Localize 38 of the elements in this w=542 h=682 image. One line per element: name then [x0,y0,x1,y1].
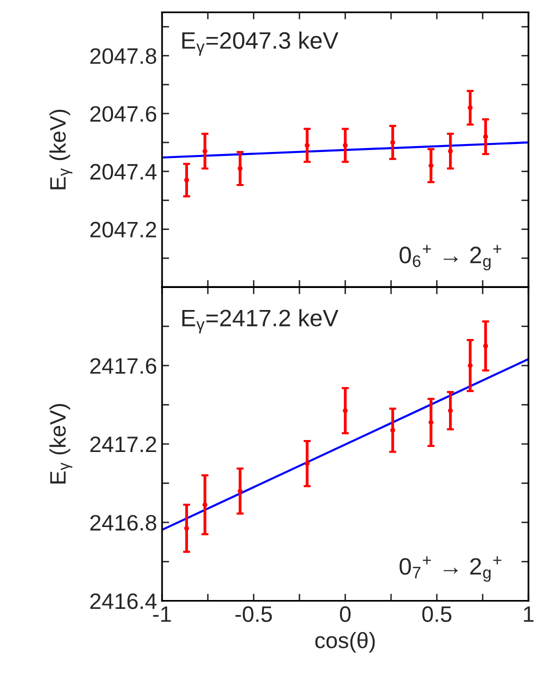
point [390,428,396,433]
point [448,148,453,154]
y-tick-label: 2047.2 [90,222,156,238]
point [304,142,310,148]
point [238,166,243,171]
y-tick-label: 2047.6 [90,106,156,122]
point [468,105,473,110]
point [468,363,473,368]
annotation: E$_{γ}$=2417.2 keV [182,309,338,334]
x-tick-label: 1 [524,606,534,622]
point [428,420,434,425]
point [483,134,488,140]
x-axis-title: cos(θ) [315,632,375,653]
point [202,148,208,154]
point [202,502,208,508]
x-tick-label: 0.5 [422,606,452,622]
annotation: E$_{γ}$=2047.3 keV [182,32,338,56]
y-tick-label: 2417.6 [90,358,156,374]
point [390,140,396,145]
point [184,526,190,531]
point [428,163,434,168]
y-tick-label: 2417.2 [90,436,156,452]
y-axis-title: E$_{γ}$ (keV) [49,110,72,190]
annotation: 0$_{7}$$^{+}$ → 2$_{g}$$^{+}$ [400,556,502,582]
point [483,344,488,348]
annotation: 0$_{6}$$^{+}$ → 2$_{g}$$^{+}$ [400,244,502,270]
y-tick-label: 2047.4 [90,164,157,180]
point [304,461,310,466]
x-tick-label: -0.5 [236,606,272,622]
point [448,408,453,414]
point [184,178,190,182]
y-tick-label: 2416.8 [90,514,156,531]
y-axis-title: E$_{γ}$ (keV) [49,404,72,484]
point [342,142,348,148]
x-tick-label: 0 [340,606,351,622]
point [342,408,348,414]
point [238,488,243,494]
y-tick-label: 2047.8 [90,48,156,64]
